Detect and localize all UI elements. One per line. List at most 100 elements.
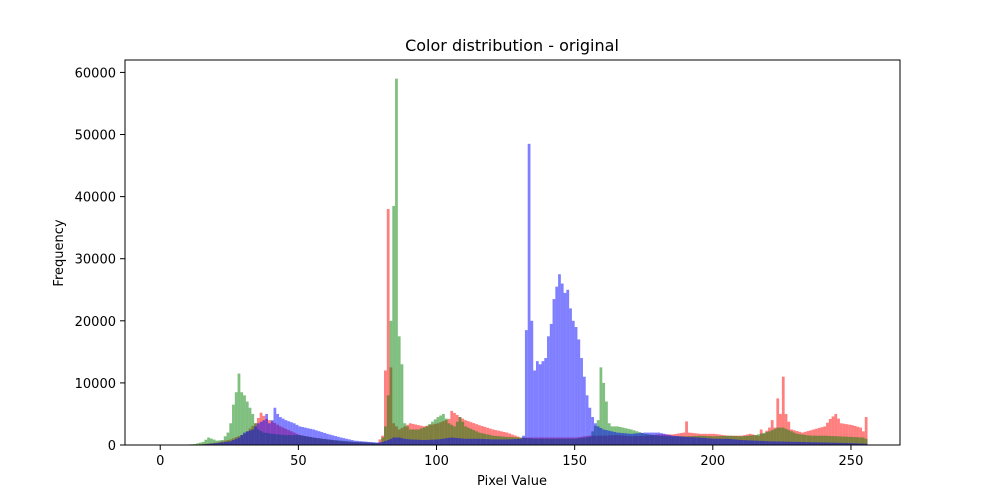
bar-blue-39 [268,423,271,445]
bar-blue-183 [666,434,669,445]
bar-blue-46 [287,421,290,445]
bar-blue-69 [351,440,354,445]
bar-blue-175 [644,433,647,445]
bar-blue-215 [754,441,757,445]
bar-blue-92 [414,440,417,445]
bar-blue-209 [738,440,741,445]
bar-blue-27 [235,439,238,445]
bar-blue-99 [434,440,437,445]
bar-green-86 [398,336,401,445]
bar-blue-153 [583,377,586,445]
bar-blue-155 [588,408,591,445]
bar-blue-191 [688,437,691,445]
bar-blue-31 [246,432,249,445]
bar-blue-188 [680,436,683,445]
y-axis-label: Frequency [52,219,67,286]
bar-blue-173 [638,433,641,445]
bar-blue-95 [423,440,426,445]
bar-blue-28 [238,438,241,445]
y-tick-label: 0 [108,439,116,454]
bar-blue-157 [594,423,597,445]
x-tick-label: 50 [290,454,307,469]
bar-blue-193 [693,437,696,445]
bar-blue-43 [279,417,282,445]
bar-blue-146 [564,293,567,445]
bar-blue-127 [511,439,514,445]
bar-blue-62 [332,435,335,445]
bar-blue-186 [674,436,677,445]
bar-blue-114 [475,439,478,445]
bar-blue-196 [702,438,705,445]
y-tick-label: 10000 [75,377,116,392]
bar-blue-221 [771,441,774,445]
bar-blue-179 [655,433,658,445]
bar-blue-207 [732,439,735,445]
bar-blue-101 [439,439,442,445]
bar-blue-223 [776,441,779,445]
bar-blue-167 [622,433,625,445]
bar-green-85 [395,79,398,445]
y-tick-label: 40000 [75,191,116,206]
bar-blue-225 [782,442,785,445]
bar-blue-189 [682,437,685,445]
x-tick-label: 250 [839,454,864,469]
bar-blue-134 [530,321,533,445]
bar-blue-113 [472,439,475,445]
bar-blue-124 [503,439,506,445]
bar-blue-60 [326,434,329,445]
bar-blue-111 [467,439,470,445]
bar-blue-29 [240,435,243,445]
bar-blue-142 [553,299,556,445]
bar-blue-125 [506,439,509,445]
bar-blue-108 [459,438,462,445]
bar-blue-224 [779,442,782,445]
bar-blue-148 [569,308,572,445]
bar-blue-185 [671,436,674,445]
bar-blue-106 [453,438,456,445]
bar-blue-44 [282,419,285,445]
bar-blue-61 [329,435,332,445]
bar-blue-152 [580,358,583,445]
bar-blue-203 [721,439,724,445]
bar-blue-118 [486,439,489,445]
bar-blue-198 [707,438,710,445]
bar-blue-35 [257,423,260,445]
bar-blue-176 [647,433,650,445]
bar-blue-133 [528,144,531,445]
bar-blue-213 [749,440,752,445]
bar-blue-71 [356,441,359,445]
bar-blue-136 [536,361,539,445]
bar-blue-91 [412,440,415,445]
bar-blue-33 [251,429,254,445]
bar-green-84 [392,206,395,445]
bar-blue-88 [403,439,406,445]
bar-blue-129 [517,439,520,445]
x-axis-label: Pixel Value [477,474,547,489]
bar-blue-169 [627,434,630,445]
bar-blue-145 [561,284,564,445]
y-tick-label: 30000 [75,253,116,268]
bar-blue-34 [254,426,257,445]
bar-blue-67 [345,439,348,445]
bar-blue-182 [663,434,666,445]
bar-blue-135 [533,370,536,445]
bar-blue-163 [611,431,614,445]
bar-blue-74 [365,442,368,445]
bar-blue-55 [312,429,315,445]
bar-blue-177 [649,433,652,445]
bar-blue-184 [669,435,672,445]
bar-blue-190 [685,437,688,445]
bar-green-28 [238,374,241,445]
bar-blue-201 [716,439,719,445]
bar-blue-24 [227,442,230,445]
bar-blue-70 [354,441,357,445]
bar-blue-161 [605,430,608,445]
bar-blue-97 [428,440,431,445]
y-tick-label: 50000 [75,129,116,144]
bar-blue-130 [519,439,522,445]
bar-blue-57 [318,431,321,445]
bar-blue-45 [285,420,288,445]
